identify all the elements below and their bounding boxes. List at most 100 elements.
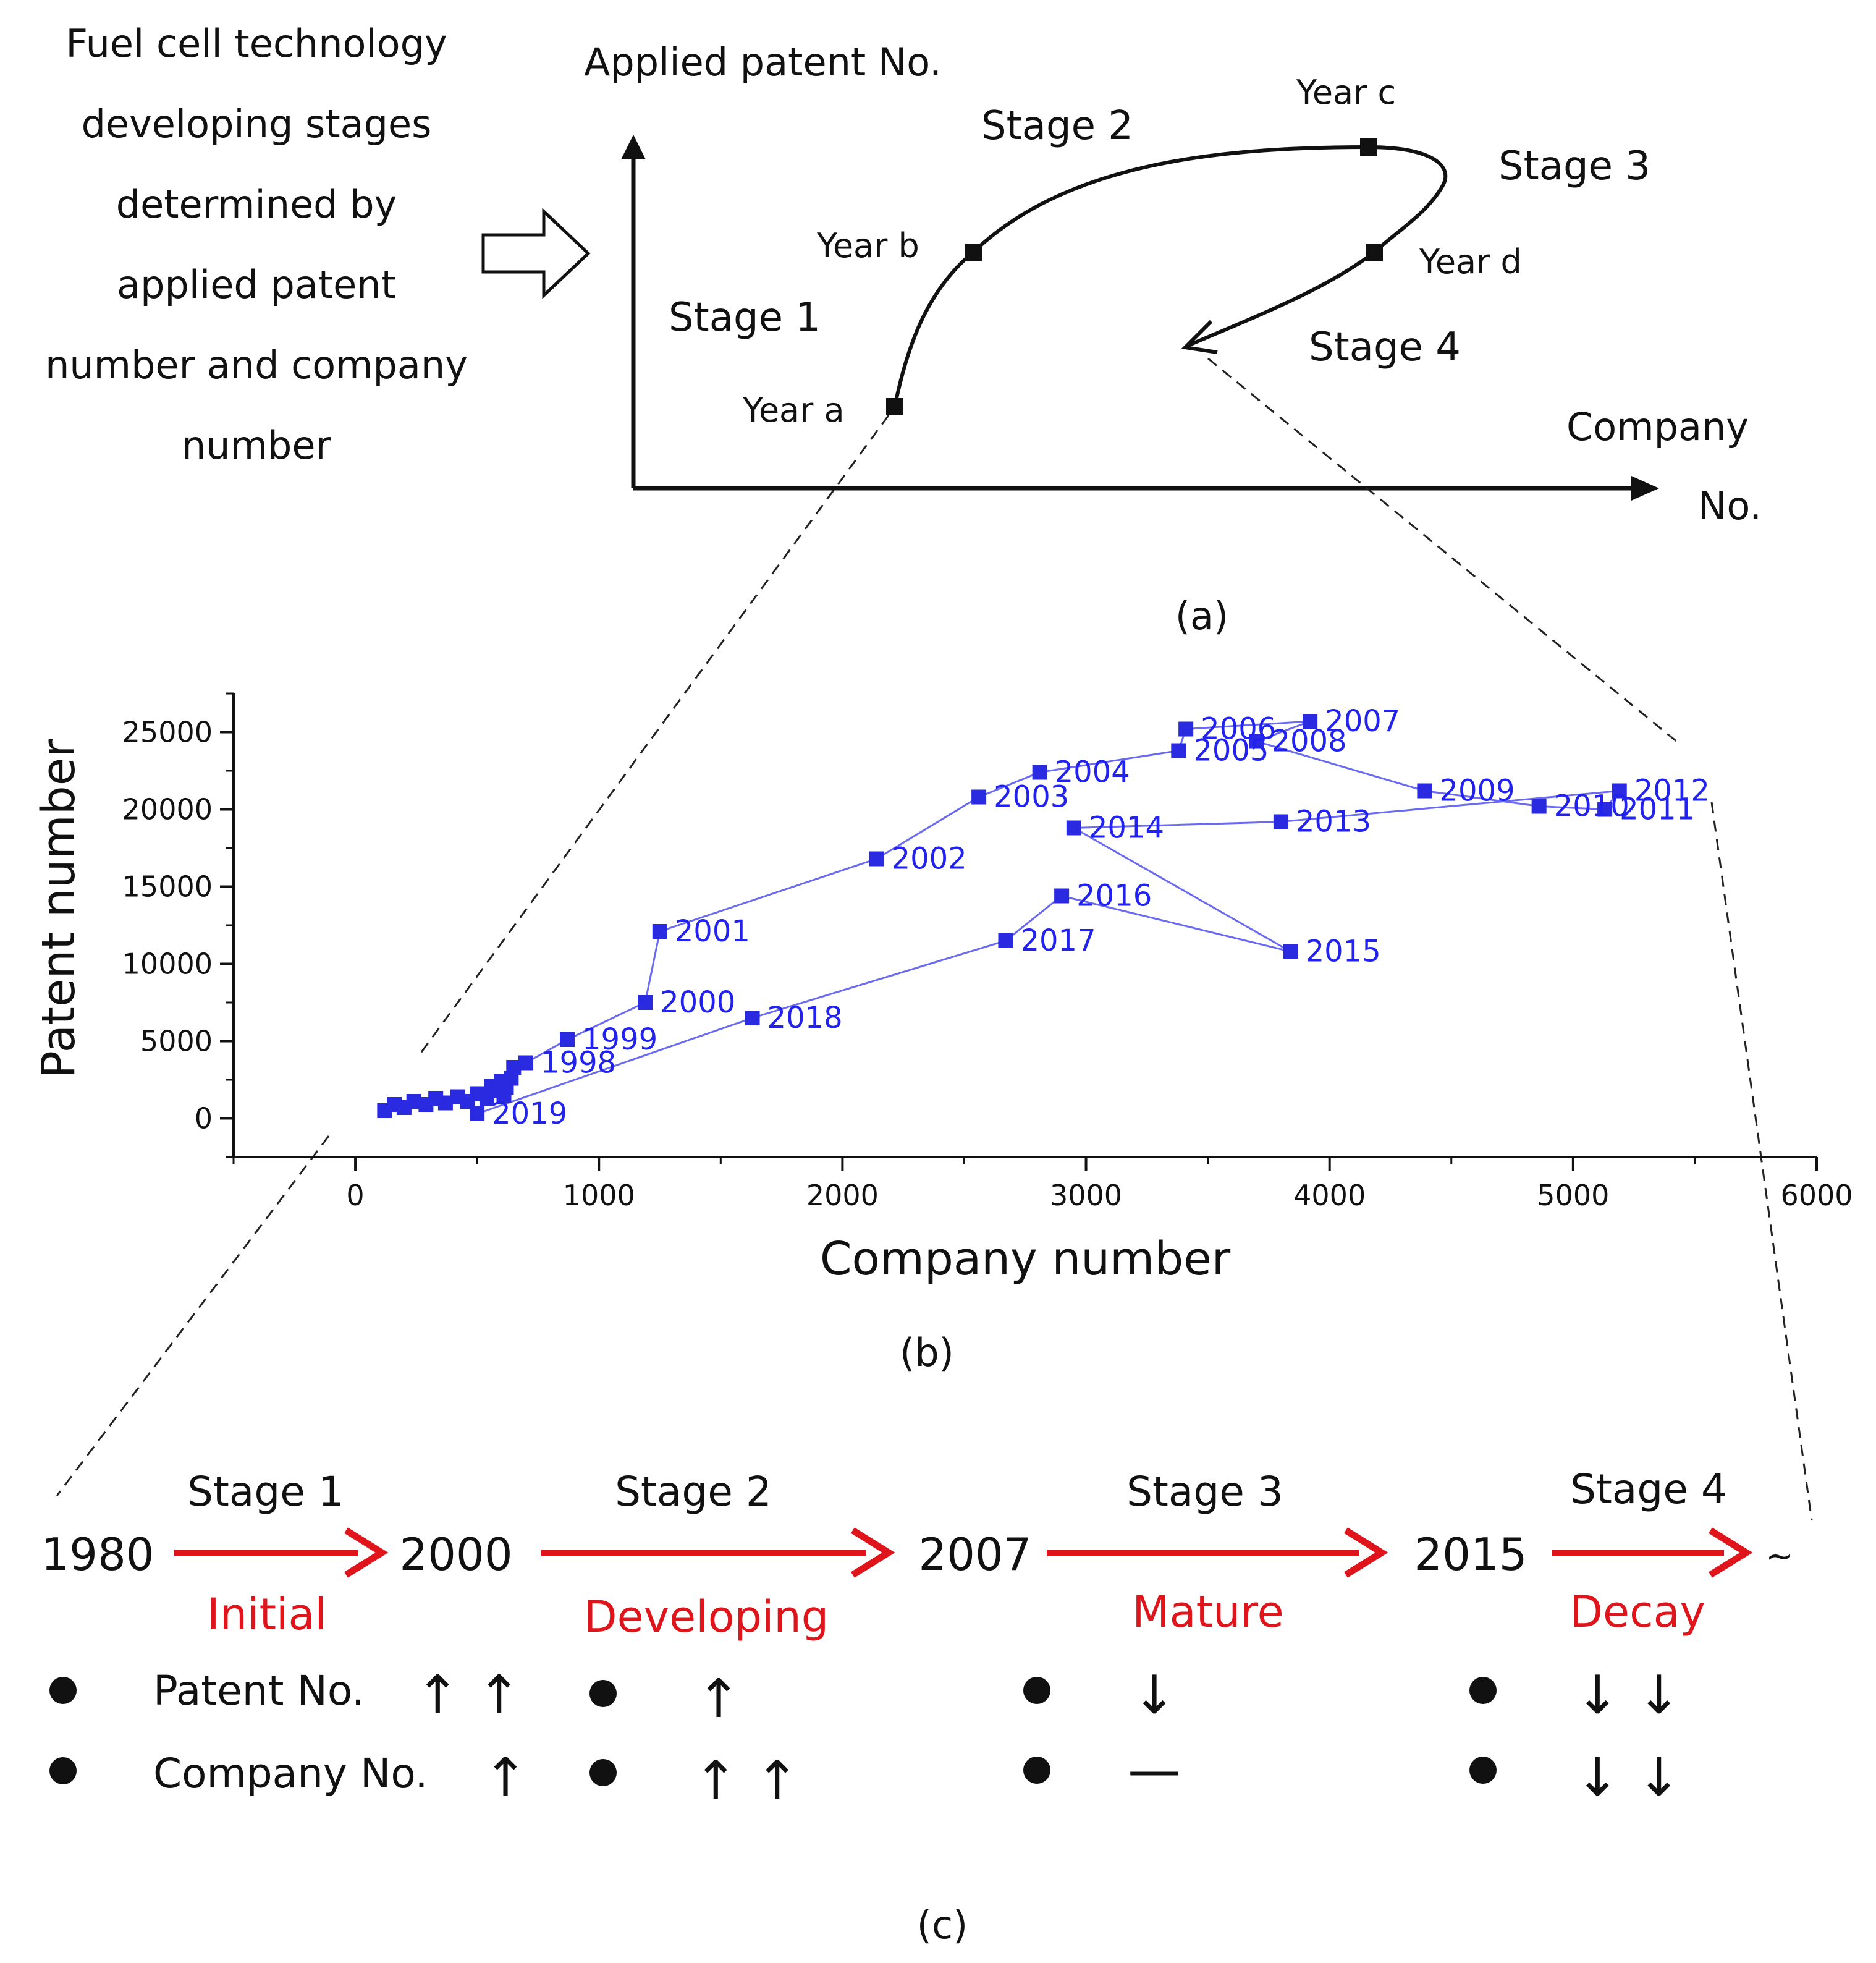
- stage-curve-arrowhead-icon: [1181, 320, 1218, 354]
- data-point-label: 2006: [1201, 712, 1276, 747]
- data-point-label: 2018: [767, 1001, 843, 1035]
- c-row-label-company: Company No.: [153, 1750, 428, 1797]
- a-x-axis-arrowhead-icon: [1631, 476, 1659, 501]
- data-point-label: 2007: [1325, 704, 1400, 739]
- a-x-axis-label-line1: Company: [1566, 404, 1749, 449]
- year-b-label: Year b: [816, 226, 919, 265]
- a-y-axis-label: Applied patent No.: [584, 40, 942, 85]
- c-patent-trend-stage-1: ↑ ↑: [415, 1664, 521, 1726]
- b-y-axis-label: Patent number: [32, 739, 85, 1079]
- year-a-marker: [886, 398, 903, 415]
- c-arrowhead-stage-1-icon: [344, 1527, 389, 1578]
- bullet-patent-stage-1: [49, 1677, 77, 1704]
- c-patent-trend-stage-2: ↑: [696, 1668, 741, 1730]
- year-a-label: Year a: [742, 391, 845, 430]
- panel-c: Stage 1 Stage 2 Stage 3 Stage 4 1980 200…: [41, 1465, 1793, 1948]
- panel-b-caption: (b): [900, 1330, 954, 1375]
- data-point-label: 2005: [1193, 734, 1269, 768]
- c-stage-2-title: Stage 2: [615, 1468, 772, 1516]
- c-row-label-patent: Patent No.: [153, 1667, 365, 1715]
- data-point: [1171, 743, 1186, 758]
- data-point-label: 2016: [1076, 879, 1152, 914]
- y-tick-label: 20000: [122, 793, 213, 826]
- year-d-label: Year d: [1419, 242, 1522, 281]
- c-company-trend-stage-1: ↑: [483, 1747, 528, 1808]
- y-tick-label: 25000: [122, 716, 213, 749]
- data-point-label: 2012: [1634, 774, 1710, 808]
- description-line-5: number and company: [45, 342, 468, 388]
- data-point: [518, 1055, 533, 1071]
- zoom-line-left-top: [419, 415, 890, 1054]
- data-point-label: 2002: [892, 842, 967, 876]
- data-point-label: 2000: [660, 985, 735, 1020]
- description-line-1: Fuel cell technology: [65, 21, 447, 66]
- x-tick-label: 1000: [563, 1179, 635, 1212]
- data-point-label: 2011: [1620, 792, 1695, 827]
- data-point: [998, 933, 1013, 948]
- c-stage-arrows: [174, 1527, 1753, 1578]
- zoom-line-right-bottom: [1710, 802, 1813, 1521]
- bullet-company-stage-4: [1469, 1757, 1497, 1784]
- c-year-1980: 1980: [41, 1528, 154, 1580]
- year-d-marker: [1366, 244, 1383, 261]
- zoom-line-right-top: [1207, 357, 1681, 746]
- x-tick-label: 2000: [806, 1179, 879, 1212]
- bullet-company-stage-1: [49, 1757, 77, 1784]
- c-arrowhead-stage-4-icon: [1709, 1527, 1753, 1578]
- data-point-label: 1999: [582, 1022, 657, 1057]
- a-x-axis-label-line2: No.: [1698, 483, 1762, 528]
- data-point: [1303, 714, 1318, 729]
- c-company-trend-stage-3: —: [1128, 1739, 1181, 1801]
- panel-b-chart: 0 1000 2000 3000 4000 5000 6000 0 5000 10000 15000…: [32, 692, 1853, 1375]
- bullet-company-stage-3: [1023, 1757, 1050, 1784]
- data-point: [1066, 820, 1081, 836]
- panel-a: Fuel cell technology developing stages d…: [45, 21, 1762, 638]
- data-point-label: 2009: [1439, 774, 1515, 808]
- panel-a-caption: (a): [1175, 593, 1228, 638]
- data-point: [652, 924, 667, 939]
- bullet-patent-stage-4: [1469, 1677, 1497, 1704]
- data-point: [1054, 888, 1070, 904]
- c-year-2007: 2007: [918, 1528, 1031, 1580]
- y-tick-label: 5000: [140, 1025, 213, 1058]
- c-year-2000: 2000: [399, 1528, 512, 1580]
- c-stage-1-name: Initial: [207, 1589, 327, 1640]
- x-tick-label: 3000: [1050, 1179, 1122, 1212]
- c-stage-4-title: Stage 4: [1570, 1465, 1727, 1513]
- x-tick-label: 5000: [1537, 1179, 1609, 1212]
- data-point-label: 2015: [1306, 935, 1381, 969]
- y-tick-label: 10000: [122, 948, 213, 981]
- y-tick-label: 15000: [122, 870, 213, 904]
- c-company-trend-stage-2: ↑ ↑: [693, 1750, 799, 1812]
- data-point: [1531, 799, 1547, 814]
- c-patent-trend-stage-4: ↓ ↓: [1575, 1664, 1681, 1726]
- c-year-2015: 2015: [1414, 1528, 1527, 1580]
- c-arrowhead-stage-2-icon: [851, 1527, 895, 1578]
- year-c-marker: [1360, 138, 1377, 156]
- data-point: [1417, 783, 1432, 799]
- data-point-label: 2001: [675, 914, 750, 949]
- x-tick-label: 0: [346, 1179, 364, 1212]
- data-point: [1597, 802, 1613, 817]
- description-line-2: developing stages: [82, 101, 432, 146]
- data-point: [971, 789, 987, 805]
- bullet-patent-stage-3: [1023, 1677, 1050, 1704]
- c-stage-4-name: Decay: [1570, 1587, 1705, 1637]
- data-point-label: 1998: [541, 1046, 616, 1080]
- a-stage-4-label: Stage 4: [1309, 324, 1461, 370]
- data-point-label: 2010: [1554, 789, 1629, 824]
- description-line-6: number: [182, 423, 331, 468]
- bullet-company-stage-2: [589, 1759, 617, 1786]
- data-point: [638, 995, 653, 1010]
- zoom-line-left-bottom: [56, 1135, 330, 1496]
- hollow-arrow-icon: [481, 208, 591, 299]
- data-point-label: 2019: [492, 1096, 567, 1131]
- description-line-3: determined by: [116, 182, 397, 227]
- data-point: [1612, 783, 1627, 799]
- b-ticks: 0 1000 2000 3000 4000 5000 6000 0 5000 10000 15000…: [122, 692, 1853, 1212]
- data-point-label: 2008: [1271, 724, 1346, 759]
- c-stage-2-name: Developing: [584, 1592, 829, 1642]
- data-point: [869, 851, 884, 867]
- data-point-label: 2004: [1055, 755, 1130, 790]
